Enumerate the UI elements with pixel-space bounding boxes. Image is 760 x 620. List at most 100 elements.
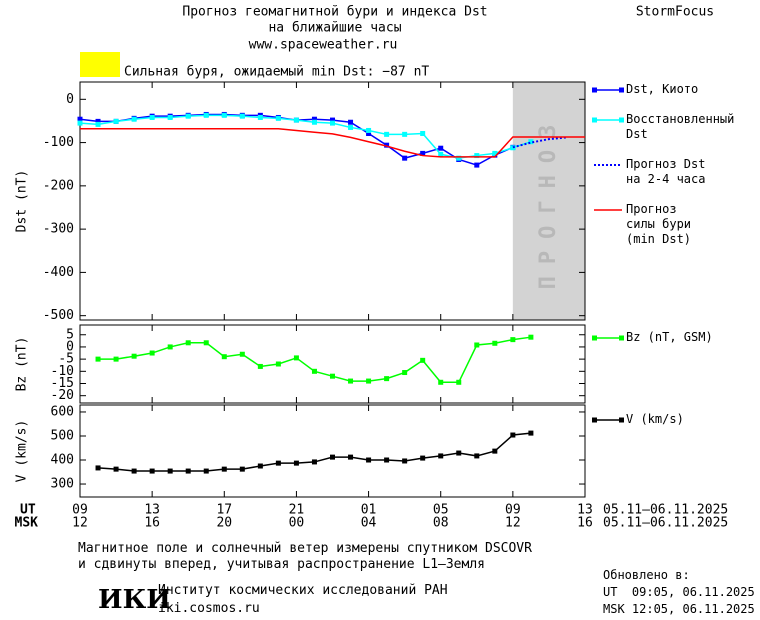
series-line [97,432,531,472]
point [348,124,354,130]
point [330,373,335,379]
storm-level [80,52,120,77]
y-tick-label: -10 [51,364,74,379]
y-tick-label: 600 [51,404,74,419]
point [402,370,408,376]
point [311,459,317,465]
date-range: 05.11–06.11.2025 [603,503,728,518]
title: Прогноз геомагнитной бури и индекса Dst [182,5,487,20]
y-tick-label: 400 [51,453,74,468]
point [438,151,444,157]
point [456,155,462,161]
title: на ближайшие часы [268,21,401,36]
msk-label: MSK [15,516,39,531]
institute: Институт космических исследований РАН [158,583,448,598]
logo: ИКИ [98,585,171,615]
point [366,378,372,384]
point [185,340,191,346]
point [330,454,335,460]
url: www.spaceweather.ru [249,38,398,53]
point [293,117,299,123]
point [420,130,426,136]
point [239,466,245,472]
storm-text: Сильная буря, ожидаемый min Dst: −87 nT [124,65,429,80]
y-tick-label: -15 [51,376,74,391]
point [330,117,335,123]
point [492,448,498,454]
legend-marker [592,335,597,341]
x-tick-label-ut: 21 [289,503,305,518]
point [221,354,227,360]
point [77,116,83,122]
x-tick-label-ut: 13 [577,503,593,518]
point [474,153,480,159]
x-tick-label-msk: 12 [72,516,88,531]
legend-marker [592,417,597,423]
legend-label: Bz (nT, GSM) [626,330,713,344]
legend-label: Прогноз Dst на 2-4 часа [626,157,706,186]
y-axis-label: V (km/s) [15,420,30,483]
point [203,340,209,346]
point [402,131,408,137]
x-tick-label-ut: 13 [144,503,160,518]
legend-marker [619,117,624,123]
point [95,121,101,127]
point [456,379,462,385]
point [131,353,137,359]
point [293,355,299,361]
x-tick-label-msk: 16 [144,516,160,531]
point [366,457,372,463]
point [257,363,263,369]
point [348,454,354,460]
point [348,378,354,384]
point [113,118,119,124]
point [420,150,426,156]
point [456,450,462,456]
y-tick-label: 500 [51,428,74,443]
point [438,453,444,459]
legend-marker [619,87,624,93]
plot-frame [79,404,586,498]
point [131,468,137,474]
x-tick-label-msk: 04 [361,516,377,531]
y-tick-label: 0 [66,339,74,354]
series-line [98,336,531,384]
point [311,116,317,122]
point [384,376,390,382]
point [167,468,173,474]
x-tick-label-msk: 20 [216,516,232,531]
point [167,344,173,350]
point [528,430,534,436]
point [384,131,390,137]
x-tick-label-ut: 09 [505,503,521,518]
point [113,466,119,472]
legend-label: Восстановленный Dst [626,112,735,141]
point [221,112,227,118]
point [95,356,101,362]
x-tick-label-msk: 08 [433,516,449,531]
point [402,155,408,161]
point [131,116,137,122]
point [438,145,444,151]
x-tick-label-msk: 16 [577,516,593,531]
forecast-label: ПРОГНОЗ [536,113,561,290]
plot-frame [79,81,586,321]
point [203,112,209,118]
point [510,145,516,151]
point [275,460,281,466]
forecast-region [512,82,585,320]
y-tick-label: -5 [58,352,74,367]
legend-marker [592,87,597,93]
point [510,337,516,343]
point [77,120,83,126]
point [167,114,173,120]
legend-label: V (km/s) [626,412,684,426]
y-tick-label: 300 [51,477,74,492]
y-tick-label: -300 [43,222,74,237]
y-axis-label: Dst (nT) [15,170,30,233]
point [185,468,191,474]
x-tick-label-ut: 01 [361,503,377,518]
point [257,114,263,120]
updated-ut: UT 09:05, 06.11.2025 [603,585,755,599]
